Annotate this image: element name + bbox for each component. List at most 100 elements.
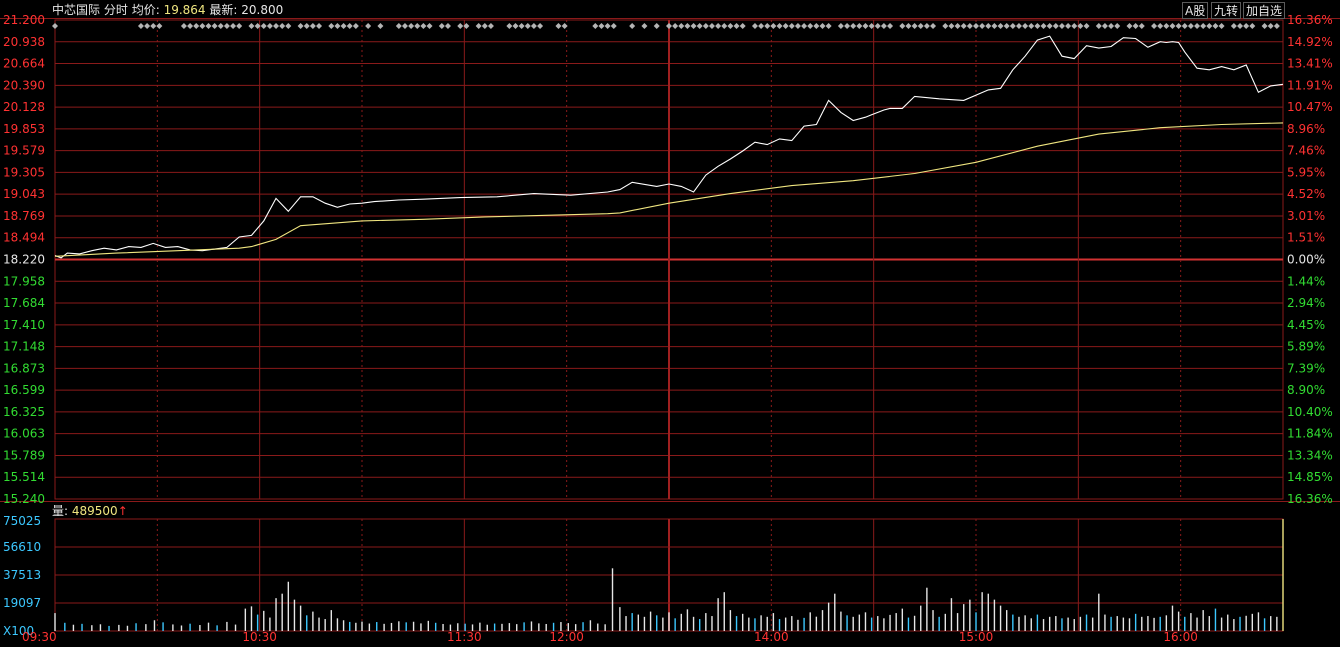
trade-marker <box>187 23 194 29</box>
trade-marker <box>150 23 157 29</box>
trade-marker <box>254 23 261 29</box>
trade-marker <box>230 23 237 29</box>
trade-marker <box>555 23 562 29</box>
trade-marker <box>1163 23 1170 29</box>
pct-tick-label: 5.89% <box>1287 340 1325 354</box>
trade-marker <box>395 23 402 29</box>
pct-tick-label: 3.01% <box>1287 209 1325 223</box>
trade-marker <box>266 23 273 29</box>
trade-marker <box>770 23 777 29</box>
trade-marker <box>340 23 347 29</box>
trade-marker <box>236 23 243 29</box>
time-tick-label: 15:00 <box>959 630 994 644</box>
trade-marker <box>1009 23 1016 29</box>
trade-marker <box>739 23 746 29</box>
trade-marker <box>960 23 967 29</box>
trade-marker <box>444 23 451 29</box>
trade-marker <box>401 23 408 29</box>
trade-marker <box>1200 23 1207 29</box>
trade-marker <box>917 23 924 29</box>
trade-marker <box>1034 23 1041 29</box>
trade-marker <box>1003 23 1010 29</box>
trade-marker <box>985 23 992 29</box>
price-tick-label: 16.599 <box>3 383 45 397</box>
trade-marker <box>1015 23 1022 29</box>
trade-marker <box>518 23 525 29</box>
trade-marker <box>1101 23 1108 29</box>
latest-price-label: 最新: <box>209 3 238 17</box>
pct-tick-label: 1.51% <box>1287 231 1325 245</box>
price-tick-label: 21.200 <box>3 13 45 27</box>
price-tick-label: 17.958 <box>3 274 45 288</box>
trade-marker <box>156 23 163 29</box>
trade-marker <box>592 23 599 29</box>
trade-marker <box>684 23 691 29</box>
trade-marker <box>524 23 531 29</box>
price-tick-label: 16.325 <box>3 405 45 419</box>
trade-marker <box>801 23 808 29</box>
volume-tick-label: X100 <box>3 624 34 638</box>
chart-header: 中芯国际 分时 均价: 19.864 最新: 20.800 <box>52 2 283 18</box>
price-tick-label: 20.390 <box>3 78 45 92</box>
pct-tick-label: 2.94% <box>1287 296 1325 310</box>
volume-value: 489500 <box>71 504 118 518</box>
price-tick-label: 19.043 <box>3 187 45 201</box>
nine-turn-button[interactable]: 九转 <box>1211 2 1242 19</box>
pct-tick-label: 13.34% <box>1287 448 1333 462</box>
trade-marker <box>1058 23 1065 29</box>
trade-marker <box>144 23 151 29</box>
avg-price-label: 均价: <box>131 3 160 17</box>
trade-marker <box>880 23 887 29</box>
trade-marker <box>751 23 758 29</box>
trade-marker <box>733 23 740 29</box>
average-price-line <box>54 122 1284 257</box>
avg-price-value: 19.864 <box>163 3 206 17</box>
trade-marker <box>217 23 224 29</box>
trade-marker <box>844 23 851 29</box>
pct-tick-label: 11.84% <box>1287 427 1333 441</box>
trade-marker <box>653 23 660 29</box>
stock-name: 中芯国际 <box>52 3 101 17</box>
trade-marker <box>666 23 672 29</box>
price-tick-label: 16.063 <box>3 427 45 441</box>
trade-marker <box>1065 23 1072 29</box>
time-tick-label: 16:00 <box>1163 630 1198 644</box>
price-tick-label: 17.148 <box>3 340 45 354</box>
pct-tick-label: 10.40% <box>1287 405 1333 419</box>
trade-marker <box>205 23 212 29</box>
trade-marker <box>211 23 218 29</box>
trade-marker <box>979 23 986 29</box>
trade-marker <box>408 23 415 29</box>
trade-marker <box>1169 23 1176 29</box>
trade-marker <box>137 23 144 29</box>
trade-marker <box>813 23 820 29</box>
trade-marker <box>948 23 955 29</box>
volume-up-arrow: ↑ <box>117 504 128 518</box>
trade-marker <box>715 23 722 29</box>
trade-marker <box>248 23 255 29</box>
price-tick-label: 17.410 <box>3 318 45 332</box>
price-tick-label: 17.684 <box>3 296 45 310</box>
trade-marker <box>1052 23 1059 29</box>
trade-marker <box>598 23 605 29</box>
pct-tick-label: 8.96% <box>1287 122 1325 136</box>
a-share-button[interactable]: A股 <box>1182 2 1209 19</box>
trade-marker <box>199 23 206 29</box>
trade-marker <box>365 23 372 29</box>
trade-marker <box>1077 23 1084 29</box>
pct-tick-label: 13.41% <box>1287 57 1333 71</box>
price-line <box>54 35 1284 259</box>
time-tick-label: 09:30 <box>22 630 57 644</box>
trade-marker <box>328 23 335 29</box>
trade-marker <box>487 23 494 29</box>
pct-tick-label: 1.44% <box>1287 274 1325 288</box>
trade-marker <box>991 23 998 29</box>
trade-marker <box>1243 23 1250 29</box>
trade-marker <box>1151 23 1158 29</box>
trade-marker <box>1114 23 1121 29</box>
trade-marker <box>1187 23 1194 29</box>
add-watchlist-button[interactable]: 加自选 <box>1243 2 1286 19</box>
chart-mode: 分时 <box>103 3 128 17</box>
trade-marker <box>1273 23 1280 29</box>
trade-marker <box>530 23 537 29</box>
